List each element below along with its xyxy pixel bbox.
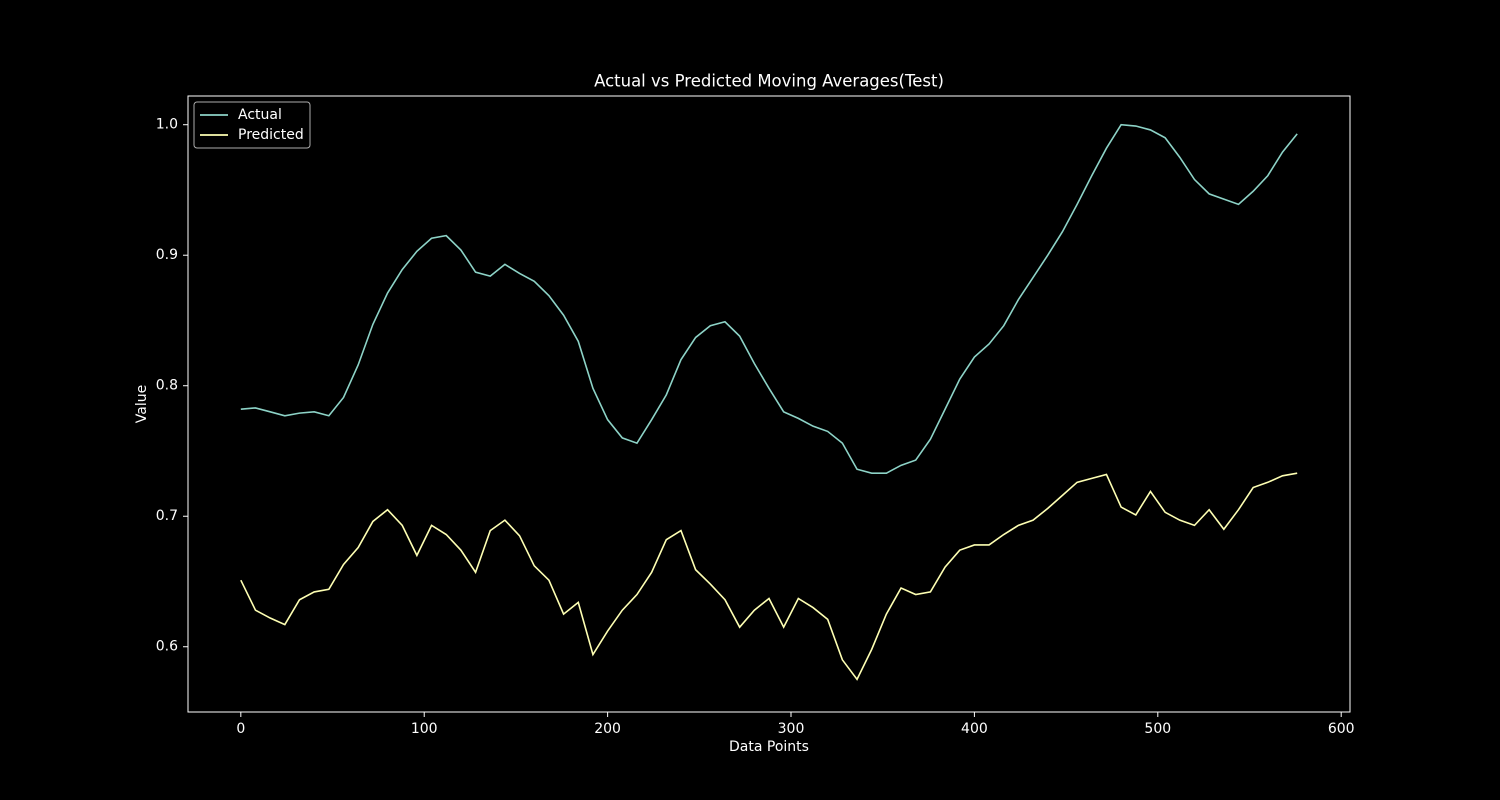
data-line <box>240 472 1298 681</box>
legend-label: Predicted <box>238 127 304 143</box>
legend-label: Actual <box>238 107 282 123</box>
x-tick-label: 100 <box>411 721 438 737</box>
x-tick-label: 0 <box>236 721 245 737</box>
y-tick-label: 0.6 <box>156 639 178 655</box>
plot-frame <box>187 95 1351 713</box>
y-tick-label: 0.8 <box>156 378 178 394</box>
y-tick-label: 1.0 <box>156 117 178 133</box>
x-tick-label: 300 <box>778 721 805 737</box>
chart-title: Actual vs Predicted Moving Averages(Test… <box>594 72 944 91</box>
y-tick-label: 0.9 <box>156 247 178 263</box>
x-tick-label: 600 <box>1328 721 1355 737</box>
legend-box <box>193 101 311 149</box>
x-axis-label: Data Points <box>729 739 809 755</box>
x-tick-label: 500 <box>1144 721 1171 737</box>
y-axis-label: Value <box>134 385 150 423</box>
y-tick-label: 0.7 <box>156 508 178 524</box>
x-tick-label: 200 <box>594 721 621 737</box>
data-line <box>240 123 1298 474</box>
x-tick-label: 400 <box>961 721 988 737</box>
